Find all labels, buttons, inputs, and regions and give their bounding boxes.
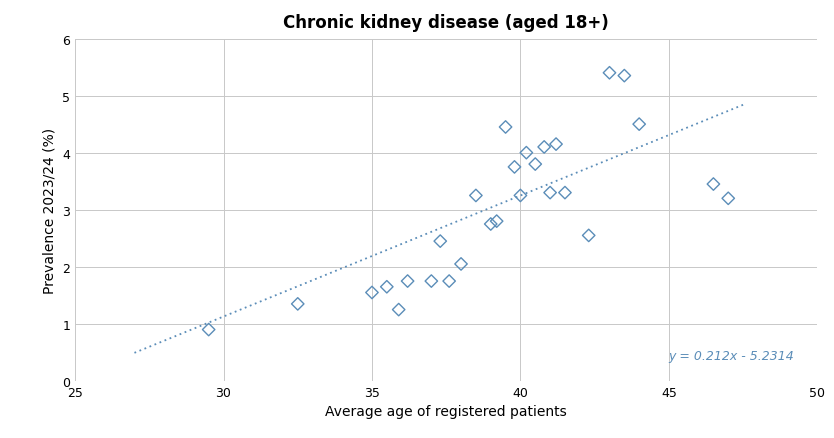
Point [443,278,456,285]
Point [401,278,414,285]
Point [537,144,550,151]
Point [392,307,405,314]
X-axis label: Average age of registered patients: Average age of registered patients [325,404,567,418]
Point [484,221,497,228]
Text: y = 0.212x - 5.2314: y = 0.212x - 5.2314 [668,350,794,362]
Point [514,193,527,200]
Point [490,218,504,225]
Point [520,150,533,157]
Point [202,326,215,333]
Point [544,190,557,197]
Point [529,161,542,168]
Point [425,278,438,285]
Point [291,300,304,307]
Point [434,238,447,245]
Point [455,261,468,268]
Point [550,141,563,148]
Point [706,181,720,188]
Y-axis label: Prevalence 2023/24 (%): Prevalence 2023/24 (%) [43,127,57,293]
Point [365,289,379,296]
Point [603,70,616,77]
Point [582,232,595,239]
Point [470,193,483,200]
Point [499,124,512,131]
Point [618,73,631,80]
Title: Chronic kidney disease (aged 18+): Chronic kidney disease (aged 18+) [284,14,609,32]
Point [632,121,646,128]
Point [721,195,735,202]
Point [508,164,521,171]
Point [558,190,571,197]
Point [380,284,394,291]
